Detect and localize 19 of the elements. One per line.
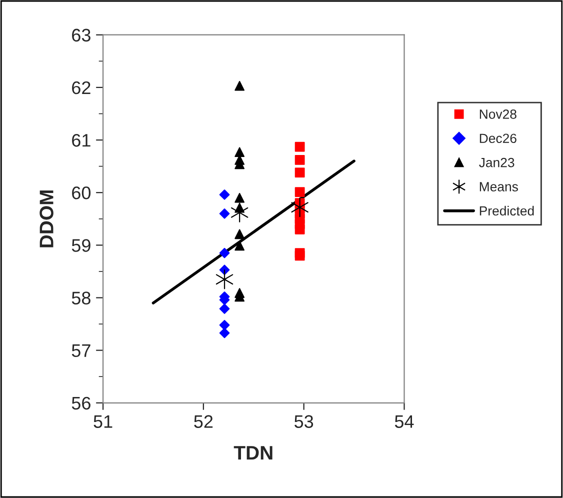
legend-label: Jan23 [479,158,514,168]
y-tick-label: 57 [72,344,90,358]
x-tick-label: 51 [94,415,112,428]
y-tick-label: 61 [72,134,90,147]
legend-label: Dec26 [480,134,516,144]
legend-label: Nov28 [480,110,516,119]
x-axis-title: TDN [234,446,272,460]
x-tick-label: 54 [394,415,414,428]
y-tick-label: 62 [72,81,90,94]
x-tick-label: 53 [294,415,314,428]
y-tick-label: 60 [72,186,91,200]
y-axis-title: DDOM [40,190,54,248]
y-tick-label: 58 [72,292,90,304]
legend-label: Means [480,182,518,192]
legend-label: Predicted [480,206,534,216]
y-tick-label: 56 [72,396,90,410]
y-tick-label: 63 [72,28,90,42]
x-tick-label: 52 [194,415,213,428]
y-tick-label: 59 [72,239,90,252]
